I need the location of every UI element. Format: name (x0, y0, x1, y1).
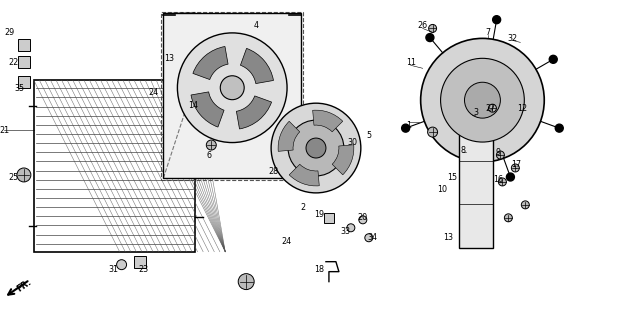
Circle shape (271, 103, 361, 193)
Circle shape (177, 33, 287, 142)
Text: 30: 30 (348, 138, 358, 147)
Text: 31: 31 (108, 265, 118, 274)
Text: 35: 35 (15, 84, 25, 93)
Text: 18: 18 (314, 265, 324, 274)
Text: 22: 22 (9, 58, 19, 67)
Text: 24: 24 (148, 88, 158, 97)
Text: 2: 2 (300, 203, 305, 212)
Circle shape (549, 55, 557, 63)
Circle shape (521, 201, 530, 209)
Text: 8: 8 (460, 146, 465, 155)
Bar (458, 103, 493, 248)
Text: 11: 11 (406, 58, 416, 67)
Circle shape (426, 34, 434, 42)
Circle shape (496, 151, 505, 159)
Circle shape (347, 224, 355, 232)
Bar (34, 80, 195, 252)
Text: 20: 20 (358, 213, 368, 222)
Circle shape (464, 82, 500, 118)
Text: 3: 3 (473, 108, 478, 117)
Text: 12: 12 (517, 104, 527, 113)
Circle shape (511, 164, 520, 172)
Text: 10: 10 (438, 185, 448, 195)
Wedge shape (240, 48, 274, 84)
Text: 9: 9 (496, 148, 501, 156)
Wedge shape (193, 46, 228, 80)
Circle shape (493, 16, 501, 24)
Text: 27: 27 (485, 104, 496, 113)
Text: 13: 13 (165, 54, 175, 63)
Circle shape (555, 124, 563, 132)
Wedge shape (237, 96, 272, 129)
Circle shape (207, 140, 217, 150)
Circle shape (402, 124, 409, 132)
Circle shape (428, 127, 438, 137)
Wedge shape (312, 110, 343, 132)
Bar (324, 213, 334, 223)
Wedge shape (289, 164, 319, 186)
Circle shape (306, 138, 326, 158)
Text: 29: 29 (5, 28, 15, 37)
Circle shape (488, 104, 496, 112)
Text: 32: 32 (507, 34, 518, 43)
Circle shape (220, 76, 244, 100)
Bar (163, 13, 301, 178)
Circle shape (429, 24, 436, 32)
Text: 26: 26 (418, 21, 428, 30)
Circle shape (365, 234, 373, 242)
Text: 25: 25 (9, 173, 19, 182)
Wedge shape (332, 145, 354, 175)
Circle shape (498, 178, 506, 186)
Circle shape (506, 173, 515, 181)
Bar (162, 12, 303, 180)
Circle shape (17, 168, 31, 182)
Text: 1: 1 (406, 121, 411, 130)
Text: 13: 13 (444, 233, 454, 242)
Text: 17: 17 (511, 161, 521, 170)
Text: 4: 4 (254, 21, 259, 30)
Bar (18, 56, 30, 68)
Bar (18, 76, 30, 88)
Circle shape (359, 216, 367, 224)
Circle shape (116, 260, 126, 270)
Text: 24: 24 (281, 237, 291, 246)
Text: 15: 15 (448, 173, 458, 182)
Wedge shape (191, 92, 224, 127)
Bar (133, 256, 145, 268)
Circle shape (288, 120, 344, 176)
Text: 5: 5 (366, 131, 371, 140)
Text: 28: 28 (268, 167, 278, 176)
Text: FR.: FR. (15, 277, 33, 294)
Circle shape (239, 274, 254, 290)
Text: 19: 19 (314, 210, 324, 219)
Bar (18, 39, 30, 51)
Text: 14: 14 (188, 101, 198, 110)
Text: 34: 34 (368, 233, 378, 242)
Wedge shape (278, 121, 300, 151)
Text: 6: 6 (207, 150, 212, 159)
Circle shape (505, 214, 512, 222)
Circle shape (441, 58, 525, 142)
Text: 7: 7 (486, 28, 491, 37)
Text: 33: 33 (341, 227, 351, 236)
Circle shape (421, 38, 544, 162)
Text: 21: 21 (0, 125, 9, 135)
Text: 23: 23 (138, 265, 148, 274)
Text: 16: 16 (493, 175, 503, 184)
